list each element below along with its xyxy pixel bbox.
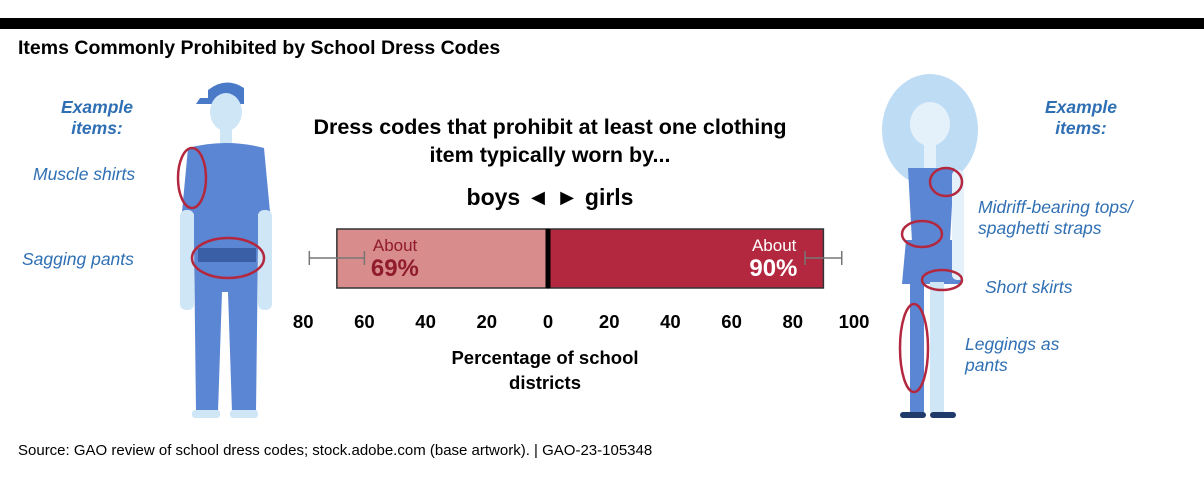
label-boys-value: 69% [371, 255, 419, 282]
x-tick-label: 60 [354, 311, 375, 332]
label-boys-about: About [373, 236, 418, 255]
source-note: Source: GAO review of school dress codes… [18, 442, 653, 459]
zero-line [545, 229, 551, 288]
boy-figure-illustration [176, 82, 272, 418]
left-example-heading-text: Example items: [61, 97, 133, 138]
bar-boys [336, 228, 549, 289]
x-tick-label: 20 [477, 311, 498, 332]
left-item-muscle-shirts: Muscle shirts [33, 164, 136, 184]
girl-figure-illustration [882, 74, 978, 418]
right-item-short-skirts: Short skirts [985, 277, 1073, 297]
page-title: Items Commonly Prohibited by School Dres… [18, 37, 501, 59]
x-tick-label: 20 [599, 311, 620, 332]
right-example-heading-text: Example items: [1045, 97, 1117, 138]
bar-girls [547, 228, 825, 289]
error-bar-girls [804, 251, 843, 265]
x-tick-label: 40 [660, 311, 681, 332]
x-axis-title: Percentage of school districts [451, 347, 639, 393]
error-bar-boys [308, 251, 366, 265]
right-example-heading: Example items: [1026, 97, 1136, 139]
chart-heading: Dress codes that prohibit at least one c… [313, 115, 787, 167]
top-rule [0, 18, 1204, 29]
label-girls-value: 90% [749, 255, 797, 282]
x-tick-label: 80 [783, 311, 804, 332]
label-girls-about: About [752, 236, 797, 255]
left-example-heading: Example items: [42, 97, 152, 139]
x-tick-label: 60 [721, 311, 742, 332]
right-item-midriff: Midriff-bearing tops/ spaghetti straps [978, 197, 1133, 238]
left-item-sagging-pants: Sagging pants [22, 249, 134, 269]
x-tick-label: 40 [415, 311, 436, 332]
right-item-leggings: Leggings as pants [965, 334, 1060, 375]
x-tick-label: 100 [839, 311, 870, 332]
boys-girls-direction-label: boys ◄ ► girls [466, 184, 634, 210]
x-tick-label: 0 [543, 311, 553, 332]
x-tick-label: 80 [293, 311, 314, 332]
